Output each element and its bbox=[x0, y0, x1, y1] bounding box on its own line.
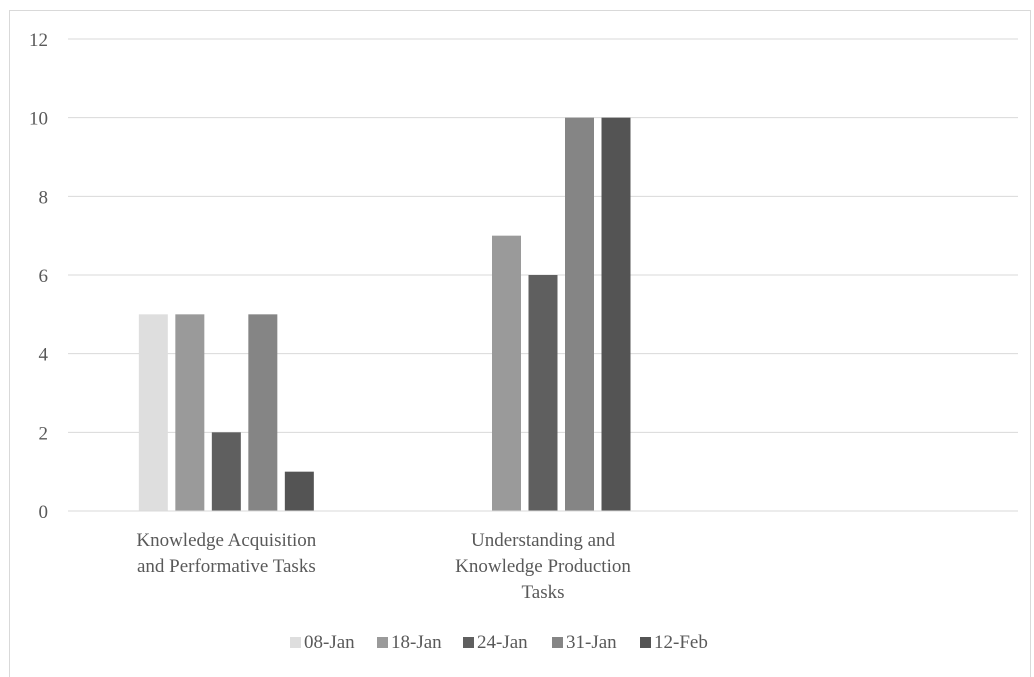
x-category-label: Tasks bbox=[521, 582, 564, 603]
legend-swatch bbox=[463, 637, 474, 648]
legend-swatch bbox=[290, 637, 301, 648]
legend-label: 18-Jan bbox=[391, 632, 442, 653]
legend: 08-Jan 18-Jan 24-Jan 31-Jan 12-Feb bbox=[290, 632, 708, 653]
y-tick-label: 6 bbox=[39, 266, 49, 287]
bar-12-feb bbox=[601, 117, 631, 512]
y-tick-label: 4 bbox=[39, 345, 49, 366]
y-tick-label: 0 bbox=[39, 502, 49, 523]
y-tick-label: 12 bbox=[29, 30, 48, 51]
legend-swatch bbox=[640, 637, 651, 648]
x-category-label: Knowledge Production bbox=[455, 556, 631, 577]
bars bbox=[138, 117, 631, 512]
x-category-label: Knowledge Acquisition bbox=[136, 530, 316, 551]
bar-08-jan bbox=[138, 314, 168, 511]
bar-24-jan bbox=[528, 275, 558, 511]
bar-24-jan bbox=[211, 432, 241, 511]
bar-31-jan bbox=[248, 314, 278, 511]
x-axis: Knowledge Acquisition and Performative Ta… bbox=[136, 530, 631, 603]
bar-31-jan bbox=[565, 117, 594, 512]
bar-12-feb bbox=[284, 471, 314, 511]
legend-label: 12-Feb bbox=[654, 632, 708, 653]
legend-label: 08-Jan bbox=[304, 632, 355, 653]
x-category-label: and Performative Tasks bbox=[137, 556, 316, 577]
y-tick-label: 8 bbox=[39, 187, 49, 208]
x-category-label: Understanding and bbox=[471, 530, 616, 551]
bar-18-jan bbox=[175, 314, 205, 511]
legend-swatch bbox=[552, 637, 563, 648]
legend-label: 31-Jan bbox=[566, 632, 617, 653]
legend-label: 24-Jan bbox=[477, 632, 528, 653]
legend-swatch bbox=[377, 637, 388, 648]
y-axis: 0 2 4 6 8 10 12 bbox=[29, 30, 49, 523]
y-tick-label: 10 bbox=[29, 109, 48, 130]
bar-18-jan bbox=[492, 235, 521, 511]
y-tick-label: 2 bbox=[39, 423, 49, 444]
